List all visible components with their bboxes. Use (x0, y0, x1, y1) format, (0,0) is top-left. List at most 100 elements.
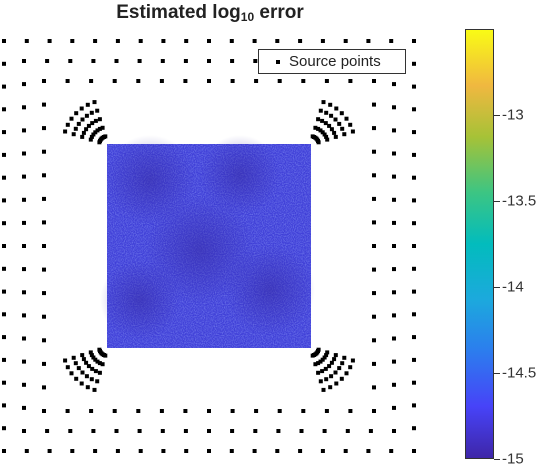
source-point (2, 289, 6, 294)
source-point (322, 355, 327, 360)
source-point (71, 132, 76, 137)
source-point (89, 110, 94, 115)
source-point (90, 121, 95, 126)
source-point (372, 409, 376, 413)
source-point (89, 134, 94, 139)
source-point (100, 125, 105, 130)
source-point (342, 132, 347, 137)
source-point (84, 127, 89, 132)
source-point (79, 106, 84, 111)
source-point (22, 382, 26, 387)
source-point (372, 244, 376, 248)
source-point (22, 151, 26, 156)
title-main: Estimated log (116, 2, 241, 23)
source-point (372, 338, 376, 343)
source-point (339, 376, 344, 381)
colorbar-tick-label: -13.5 (502, 192, 537, 210)
source-point (74, 376, 79, 381)
colorbar-tick (494, 459, 500, 460)
source-point (42, 196, 46, 201)
source-point (332, 130, 337, 135)
source-point (22, 429, 26, 433)
source-point (350, 358, 355, 363)
source-point (42, 385, 46, 390)
source-point (42, 314, 46, 319)
source-point (103, 134, 108, 139)
source-point (2, 39, 6, 43)
source-point (342, 355, 347, 360)
source-point (70, 39, 75, 43)
source-point (2, 130, 6, 135)
source-point (2, 84, 6, 89)
source-point (89, 409, 94, 413)
source-point (348, 365, 353, 370)
source-point (323, 366, 328, 371)
source-point (22, 105, 26, 110)
source-point (95, 359, 100, 364)
source-point (254, 79, 259, 83)
source-point (88, 137, 93, 142)
source-point (345, 429, 350, 433)
source-point (91, 355, 96, 360)
source-point (337, 121, 342, 126)
source-point (73, 126, 78, 131)
source-point (320, 357, 325, 362)
source-point (392, 267, 396, 272)
source-point (253, 59, 258, 63)
source-point (230, 429, 235, 433)
source-point (86, 364, 91, 369)
source-point (412, 335, 416, 340)
source-point (412, 357, 416, 362)
colorbar (465, 29, 494, 459)
source-point (348, 122, 353, 127)
source-point (412, 266, 416, 271)
source-point (392, 244, 396, 248)
source-point (324, 377, 329, 382)
source-point (324, 79, 329, 83)
source-point (42, 361, 46, 366)
source-point (412, 449, 416, 453)
source-point (97, 117, 102, 122)
source-point (344, 371, 349, 376)
source-point (97, 361, 102, 366)
source-point (372, 291, 376, 296)
source-point (372, 79, 376, 83)
source-point (329, 374, 334, 379)
source-point (412, 426, 416, 431)
source-point (84, 360, 89, 365)
source-point (392, 405, 396, 410)
source-point (340, 361, 345, 366)
source-point (81, 130, 86, 135)
source-point (90, 366, 95, 371)
source-point (344, 116, 349, 121)
source-point (392, 382, 396, 387)
source-point (348, 79, 353, 83)
source-point (313, 125, 318, 130)
source-point (183, 429, 188, 433)
source-point (22, 197, 26, 202)
source-point (392, 220, 396, 225)
source-point (389, 449, 394, 453)
source-point (318, 359, 323, 364)
source-point (392, 151, 396, 156)
source-point (22, 405, 26, 410)
source-point (332, 357, 337, 362)
source-point (42, 267, 46, 272)
source-point (138, 449, 143, 453)
source-point (339, 111, 344, 116)
source-point (114, 59, 119, 63)
source-point (412, 221, 416, 226)
source-point (313, 362, 318, 367)
source-point (42, 244, 46, 248)
source-point (93, 39, 98, 43)
source-point (161, 39, 166, 43)
source-point (301, 79, 306, 83)
source-point (316, 117, 321, 122)
source-point (159, 409, 164, 413)
source-point (91, 132, 96, 137)
source-point (328, 102, 333, 107)
source-point (79, 381, 84, 386)
source-point (372, 173, 376, 178)
source-point (137, 429, 142, 433)
